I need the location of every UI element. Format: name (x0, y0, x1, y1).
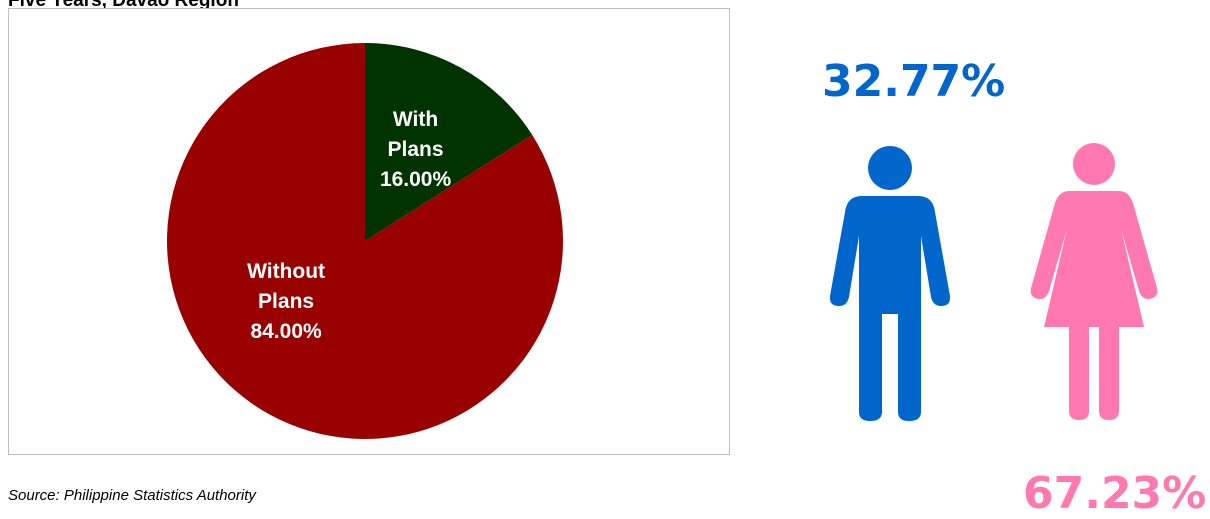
male-percentage: 32.77% (822, 56, 1006, 107)
pie-slice-0 (365, 43, 533, 241)
female-percentage: 67.23% (1023, 468, 1207, 519)
male-person-icon (829, 146, 951, 421)
pie-chart-frame: With Plans 16.00% Without Plans 84.00% (8, 8, 730, 455)
female-person-icon (1030, 143, 1158, 420)
source-note: Source: Philippine Statistics Authority (8, 487, 256, 504)
pie-slice-label-0: With Plans 16.00% (380, 108, 452, 191)
pie-slice-label-1: Without Plans 84.00% (247, 260, 325, 343)
pie-slice-1 (167, 43, 563, 440)
chart-title: Five Years, Davao Region (8, 0, 239, 11)
pie-chart: With Plans 16.00% Without Plans 84.00% (167, 43, 563, 440)
